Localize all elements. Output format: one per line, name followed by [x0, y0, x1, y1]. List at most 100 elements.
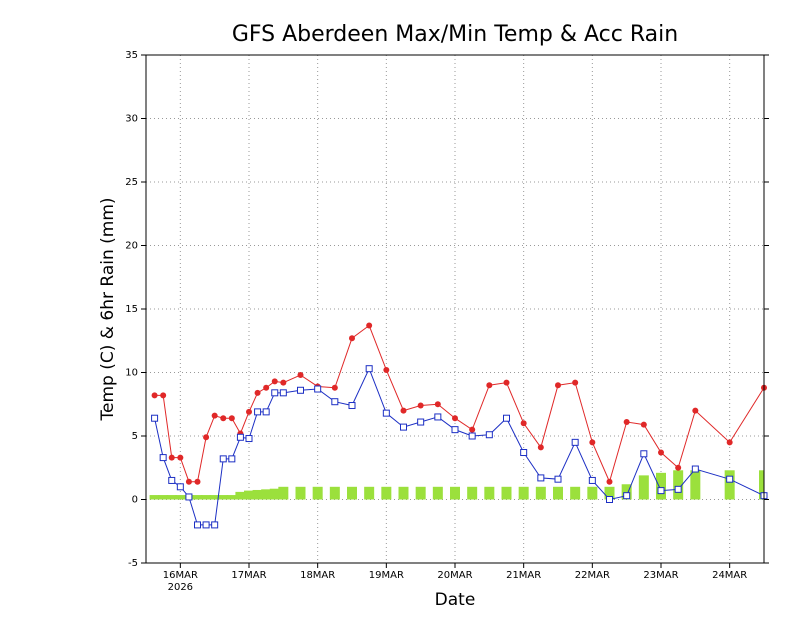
marker [400, 407, 407, 414]
marker [211, 412, 218, 419]
rain-bar [295, 486, 306, 500]
rain-bar [252, 489, 263, 500]
marker [485, 431, 493, 439]
marker [623, 419, 630, 426]
y-tick-label: 0 [132, 495, 138, 506]
marker [486, 382, 493, 389]
rain-bar [175, 495, 186, 500]
series-line [154, 367, 765, 526]
rain-bar [329, 486, 340, 500]
x-axis-label: Date [435, 590, 476, 610]
marker [589, 439, 596, 446]
marker [658, 449, 664, 456]
marker [349, 335, 355, 342]
rain-bar [724, 470, 735, 500]
rain-bar [192, 495, 203, 500]
rain-bar [158, 495, 169, 500]
marker [185, 493, 193, 501]
marker [211, 521, 219, 529]
marker [640, 450, 648, 458]
rain-bar [347, 486, 357, 500]
marker [151, 414, 159, 422]
marker [365, 365, 373, 373]
marker [434, 401, 441, 408]
marker [271, 389, 279, 397]
rain-bar [149, 495, 160, 500]
marker [674, 485, 682, 493]
rain-bar [398, 486, 409, 500]
marker [168, 476, 176, 484]
marker [159, 454, 167, 462]
rain-bar [621, 484, 632, 500]
y-tick-label: 20 [125, 241, 138, 252]
marker [417, 402, 424, 409]
marker [691, 465, 699, 473]
series-line [154, 324, 765, 484]
rain-bar [218, 495, 229, 500]
marker [571, 438, 579, 446]
marker [469, 426, 476, 433]
rain-bar [467, 486, 478, 500]
rain-bar [364, 486, 375, 500]
rain-bar [450, 486, 460, 500]
x-tick-label: 17MAR [231, 570, 266, 581]
rain-bar [518, 486, 529, 500]
y-tick-label: 30 [125, 114, 138, 125]
marker [657, 487, 665, 495]
y-tick-label: 5 [132, 431, 138, 442]
rain-bar [690, 470, 701, 500]
marker [331, 384, 338, 391]
marker [297, 386, 304, 394]
rain-bar [269, 488, 280, 500]
marker [194, 478, 201, 485]
marker [279, 389, 287, 397]
rain-bar [656, 472, 666, 500]
marker [348, 402, 356, 410]
marker [246, 408, 252, 415]
marker [160, 392, 167, 399]
rain-bar [673, 470, 684, 500]
marker [151, 392, 158, 399]
marker [623, 492, 631, 500]
marker [177, 454, 184, 461]
rain-bar [759, 470, 764, 500]
rain-bar [587, 486, 598, 500]
marker [434, 413, 442, 421]
rain-bar [570, 486, 581, 500]
marker [468, 432, 476, 440]
rain-bar [415, 486, 426, 500]
y-tick-label: 10 [125, 368, 138, 379]
marker [263, 384, 270, 391]
rain-bar [235, 491, 246, 500]
x-tick-label: 18MAR [300, 570, 335, 581]
y-tick-label: 25 [125, 177, 138, 188]
marker [554, 475, 562, 483]
marker [203, 434, 210, 441]
marker [382, 409, 390, 417]
marker [236, 433, 244, 441]
marker [537, 474, 545, 482]
x-tick-label: 19MAR [369, 570, 404, 581]
marker [520, 420, 527, 427]
marker [606, 478, 613, 485]
marker [297, 372, 304, 379]
y-tick-label: 15 [125, 304, 138, 315]
marker [254, 408, 262, 416]
y-axis-label: Temp (C) & 6hr Rain (mm) [98, 197, 118, 421]
marker [451, 426, 459, 434]
marker [168, 454, 175, 461]
x-tick-label: 22MAR [575, 570, 610, 581]
marker [692, 407, 699, 414]
marker [194, 521, 201, 529]
x-tick-label: 24MAR [712, 570, 747, 581]
marker [331, 398, 339, 406]
x-tick-label: 20MAR [437, 570, 472, 581]
marker [572, 379, 579, 386]
rain-bar [381, 486, 392, 500]
marker [280, 379, 287, 386]
marker [314, 385, 322, 393]
marker [366, 322, 373, 329]
marker [452, 415, 458, 422]
